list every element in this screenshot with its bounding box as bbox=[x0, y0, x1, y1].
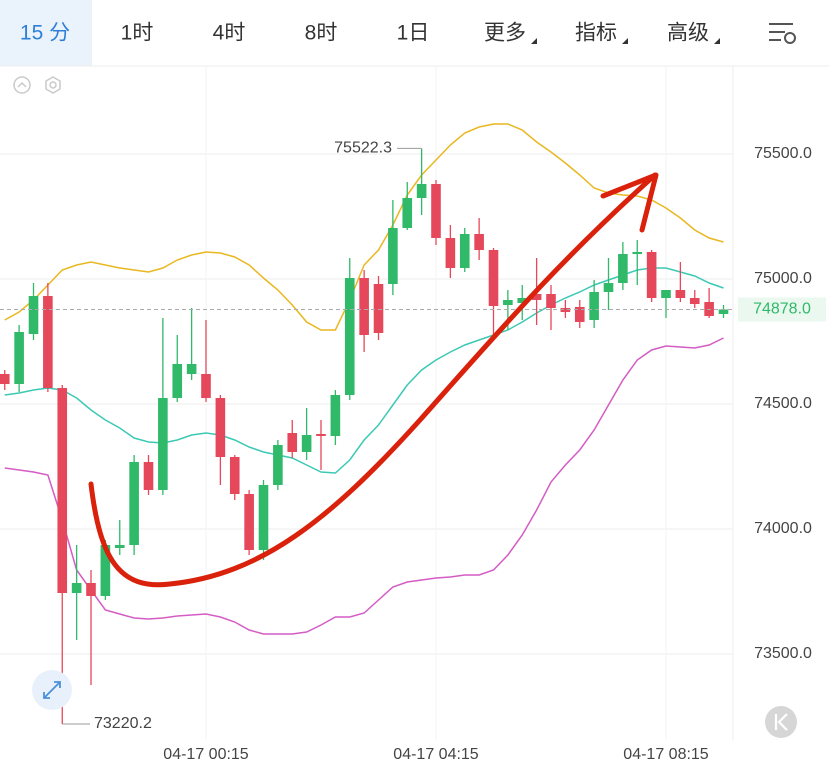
expand-button[interactable] bbox=[32, 670, 72, 710]
y-tick-label: 73500.0 bbox=[754, 645, 812, 662]
x-tick-label: 04-17 04:15 bbox=[393, 746, 479, 762]
candle-body bbox=[215, 398, 226, 457]
tab[interactable]: 4时 bbox=[213, 22, 246, 45]
candle-body bbox=[646, 252, 657, 298]
last-price-label: 74878.0 bbox=[753, 301, 811, 318]
high-label: 75522.3 bbox=[334, 140, 392, 157]
candle-body bbox=[0, 374, 10, 384]
candle-body bbox=[661, 290, 671, 298]
candle-body bbox=[28, 296, 39, 334]
candle-body bbox=[503, 300, 513, 305]
tab[interactable]: 8时 bbox=[305, 22, 338, 45]
candle-body bbox=[301, 435, 312, 452]
candle-body bbox=[689, 298, 700, 304]
y-tick-label: 75500.0 bbox=[754, 145, 812, 162]
candle-body bbox=[273, 445, 283, 485]
tab[interactable]: 高级 bbox=[667, 22, 709, 45]
tab-dropdown-caret bbox=[531, 38, 537, 44]
tab[interactable]: 15 分 bbox=[20, 22, 70, 45]
candle-body bbox=[531, 294, 542, 300]
trend-arrow-head bbox=[600, 172, 659, 233]
candle-body bbox=[71, 583, 82, 593]
x-tick-label: 04-17 00:15 bbox=[163, 746, 249, 762]
candle-body bbox=[488, 250, 499, 306]
candle-body bbox=[258, 485, 269, 550]
candle-body bbox=[560, 308, 571, 312]
candle-body bbox=[143, 462, 154, 490]
y-tick-label: 74000.0 bbox=[754, 520, 812, 537]
candle-body bbox=[229, 457, 240, 494]
toolbar-icons[interactable] bbox=[13, 76, 61, 94]
x-tick-label: 04-17 08:15 bbox=[623, 746, 709, 762]
candle-body bbox=[388, 228, 398, 284]
trend-arrow bbox=[88, 172, 658, 588]
candle-body bbox=[603, 283, 614, 292]
candle-body bbox=[459, 234, 470, 268]
candle-body bbox=[589, 292, 599, 320]
candle-body bbox=[129, 462, 139, 545]
candle-body bbox=[416, 184, 427, 198]
tab-dropdown-caret bbox=[714, 38, 720, 44]
candle-body bbox=[344, 278, 355, 395]
candle-body bbox=[244, 494, 254, 550]
candle-body bbox=[186, 364, 197, 374]
settings-icon[interactable] bbox=[769, 23, 796, 44]
band-line bbox=[4, 337, 724, 635]
candle-body bbox=[517, 298, 528, 303]
candle-body bbox=[86, 583, 96, 596]
candle-body bbox=[402, 198, 413, 228]
tab[interactable]: 1日 bbox=[397, 22, 430, 45]
candle-body bbox=[618, 254, 628, 283]
candle-body bbox=[114, 545, 125, 548]
tab[interactable]: 1时 bbox=[121, 22, 154, 45]
tab[interactable]: 更多 bbox=[484, 22, 526, 45]
candle-body bbox=[431, 184, 441, 238]
candle-body bbox=[445, 238, 456, 268]
y-tick-label: 75000.0 bbox=[754, 270, 812, 287]
candle-body bbox=[359, 278, 369, 335]
candle-body bbox=[43, 296, 53, 388]
candle-body bbox=[57, 388, 68, 593]
candle-body bbox=[100, 545, 111, 596]
candle-body bbox=[158, 398, 168, 490]
candle-body bbox=[201, 374, 211, 398]
candle-body bbox=[546, 294, 556, 308]
candle-body bbox=[574, 307, 585, 322]
last-price-bg bbox=[738, 297, 826, 322]
candle-body bbox=[718, 309, 729, 314]
candle-body bbox=[632, 252, 643, 254]
candle-body bbox=[675, 290, 686, 298]
back-to-latest-button[interactable] bbox=[765, 706, 797, 738]
tab-selected-bg bbox=[0, 0, 92, 66]
candle-body bbox=[14, 332, 24, 384]
candle-body bbox=[373, 284, 384, 333]
tab[interactable]: 指标 bbox=[575, 22, 617, 45]
candle-body bbox=[316, 434, 326, 436]
band-line bbox=[4, 123, 724, 331]
candle-body bbox=[330, 395, 341, 436]
candle-body bbox=[172, 364, 183, 398]
tab-dropdown-caret bbox=[622, 38, 628, 44]
low-label: 73220.2 bbox=[94, 715, 152, 732]
candle-body bbox=[474, 234, 484, 250]
plot: 73500.0 74000.0 74500.0 75000.0 75500.0 04-17… bbox=[0, 66, 826, 762]
band-line bbox=[4, 267, 724, 474]
y-tick-label: 74500.0 bbox=[754, 395, 812, 412]
candle-body bbox=[287, 433, 298, 452]
